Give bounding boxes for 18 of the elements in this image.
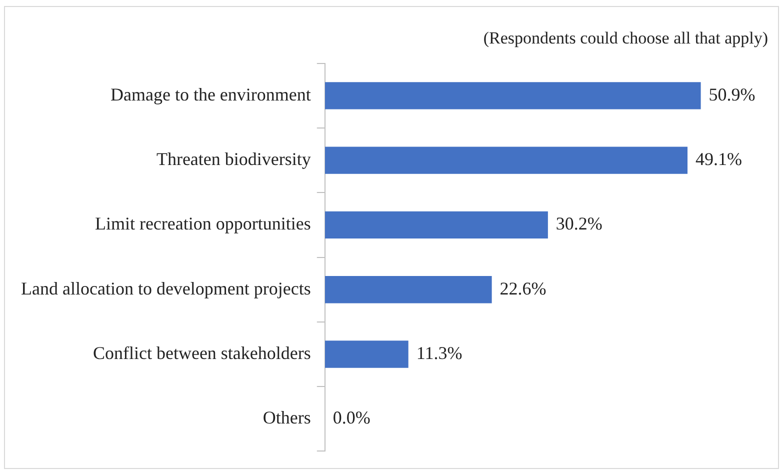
y-tick-label: Damage to the environment — [110, 84, 311, 104]
y-tick-label: Threaten biodiversity — [156, 149, 311, 170]
bar — [324, 340, 408, 368]
data-label: 0.0% — [332, 408, 370, 428]
data-label: 30.2% — [556, 214, 602, 234]
bar — [324, 211, 548, 239]
bar — [324, 146, 688, 174]
y-tick-label: Conflict between stakeholders — [92, 342, 311, 363]
chart-subtitle: (Respondents could choose all that apply) — [483, 28, 768, 48]
y-tick-label: Land allocation to development projects — [20, 278, 311, 298]
data-label: 49.1% — [696, 149, 742, 170]
data-label: 11.3% — [416, 342, 462, 363]
data-label: 50.9% — [708, 84, 756, 104]
bar — [324, 276, 492, 304]
y-tick-label: Limit recreation opportunities — [94, 214, 311, 234]
y-tick-label: Others — [262, 408, 311, 428]
data-label: 22.6% — [500, 278, 546, 298]
bar — [324, 82, 701, 110]
